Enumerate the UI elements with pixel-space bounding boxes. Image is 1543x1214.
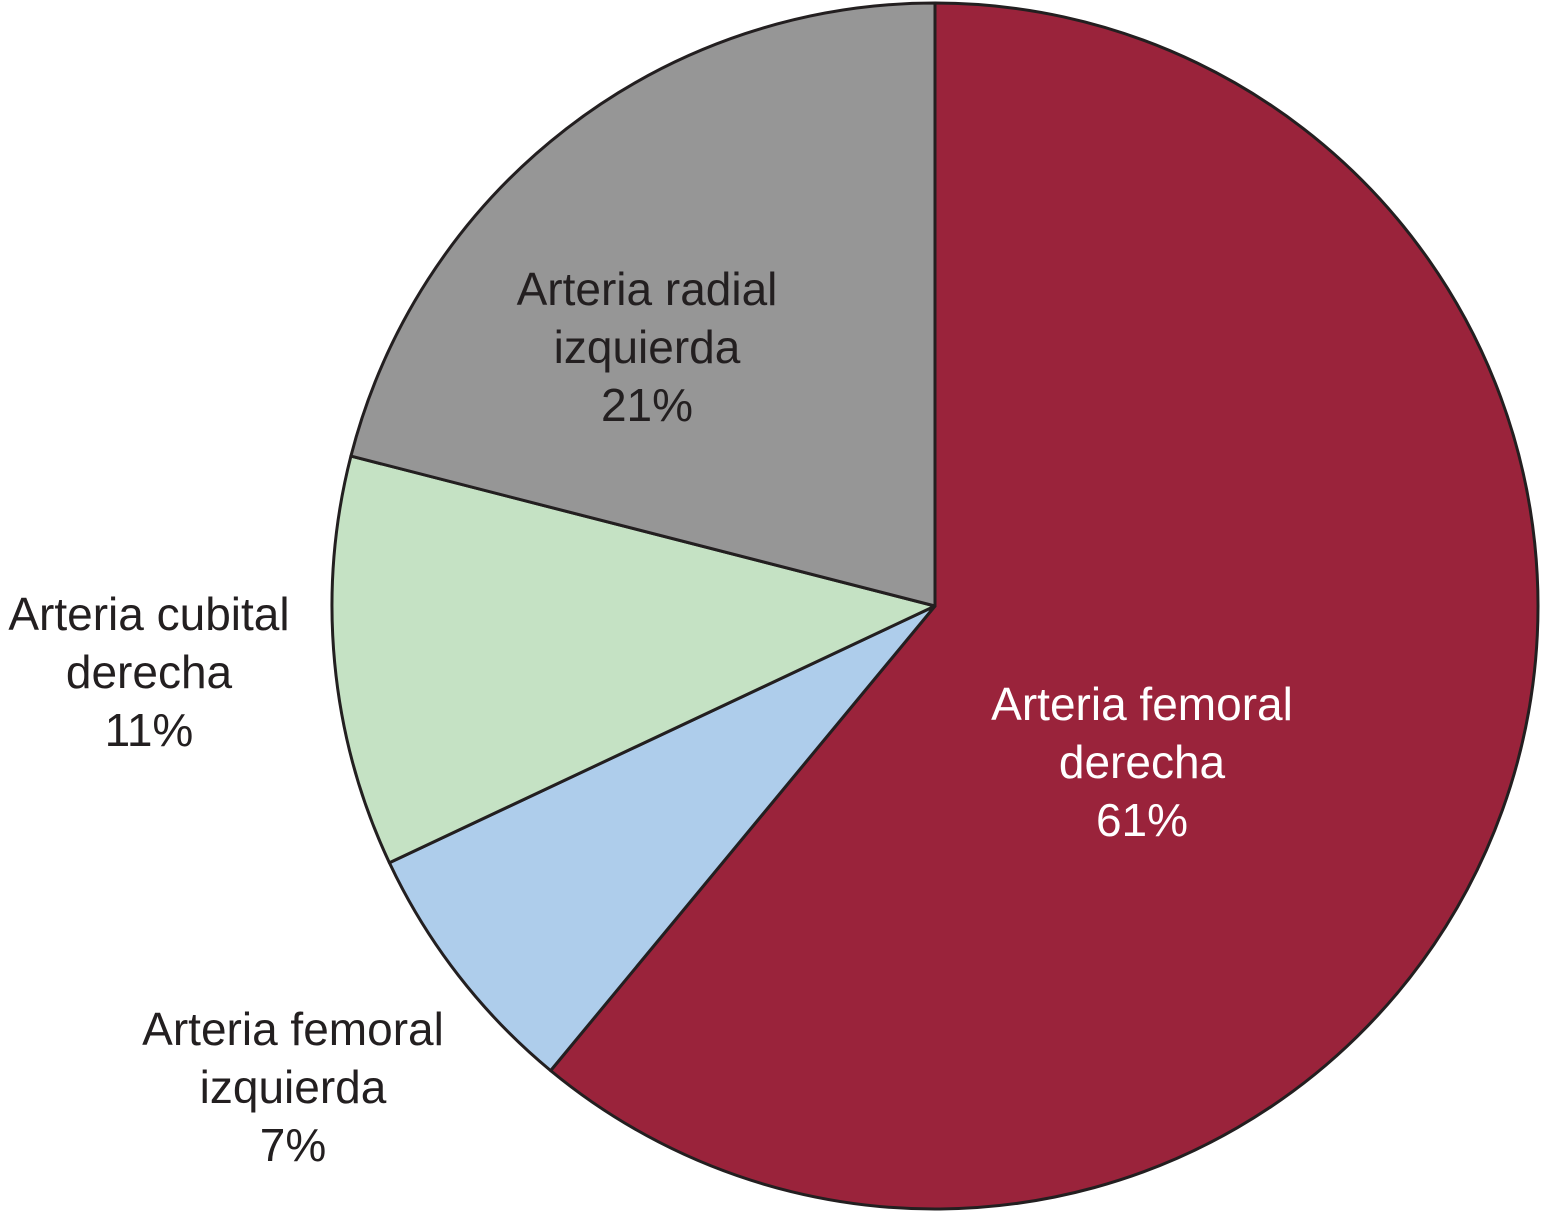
slice-name-line: derecha [1059,736,1226,788]
slice-name-line: Arteria femoral [991,678,1293,730]
slice-arteria-femoral-izquierda [387,604,937,1073]
slice-name-line: izquierda [554,321,741,373]
slice-arteria-cubital-derecha [330,454,937,865]
pie-labels: Arteria femoral derecha 61%Arteria femoral… [8,263,1292,1171]
slice-value-label: 21% [601,379,693,431]
slice-name-line: Arteria femoral [142,1003,444,1055]
slice-value-label: 7% [260,1119,326,1171]
slice-arteria-radial-izquierda [349,1,937,608]
slice-value-label: 61% [1096,794,1188,846]
slice-arteria-femoral-derecha [549,1,1540,1211]
slice-name-line: Arteria radial [517,263,778,315]
slice-name-line: derecha [66,646,233,698]
slice-value-label: 11% [105,704,194,756]
slice-label-arteria-femoral-derecha: Arteria femoral derecha 61% [991,678,1293,846]
slice-label-arteria-radial-izquierda: Arteria radial izquierda 21% [517,263,778,431]
slice-label-arteria-femoral-izquierda: Arteria femoral izquierda 7% [142,1003,444,1171]
slice-label-arteria-cubital-derecha: Arteria cubital derecha 11% [8,588,289,756]
slice-name-line: Arteria cubital [8,588,289,640]
pie-slices [330,1,1540,1211]
slice-name-line: izquierda [200,1061,387,1113]
